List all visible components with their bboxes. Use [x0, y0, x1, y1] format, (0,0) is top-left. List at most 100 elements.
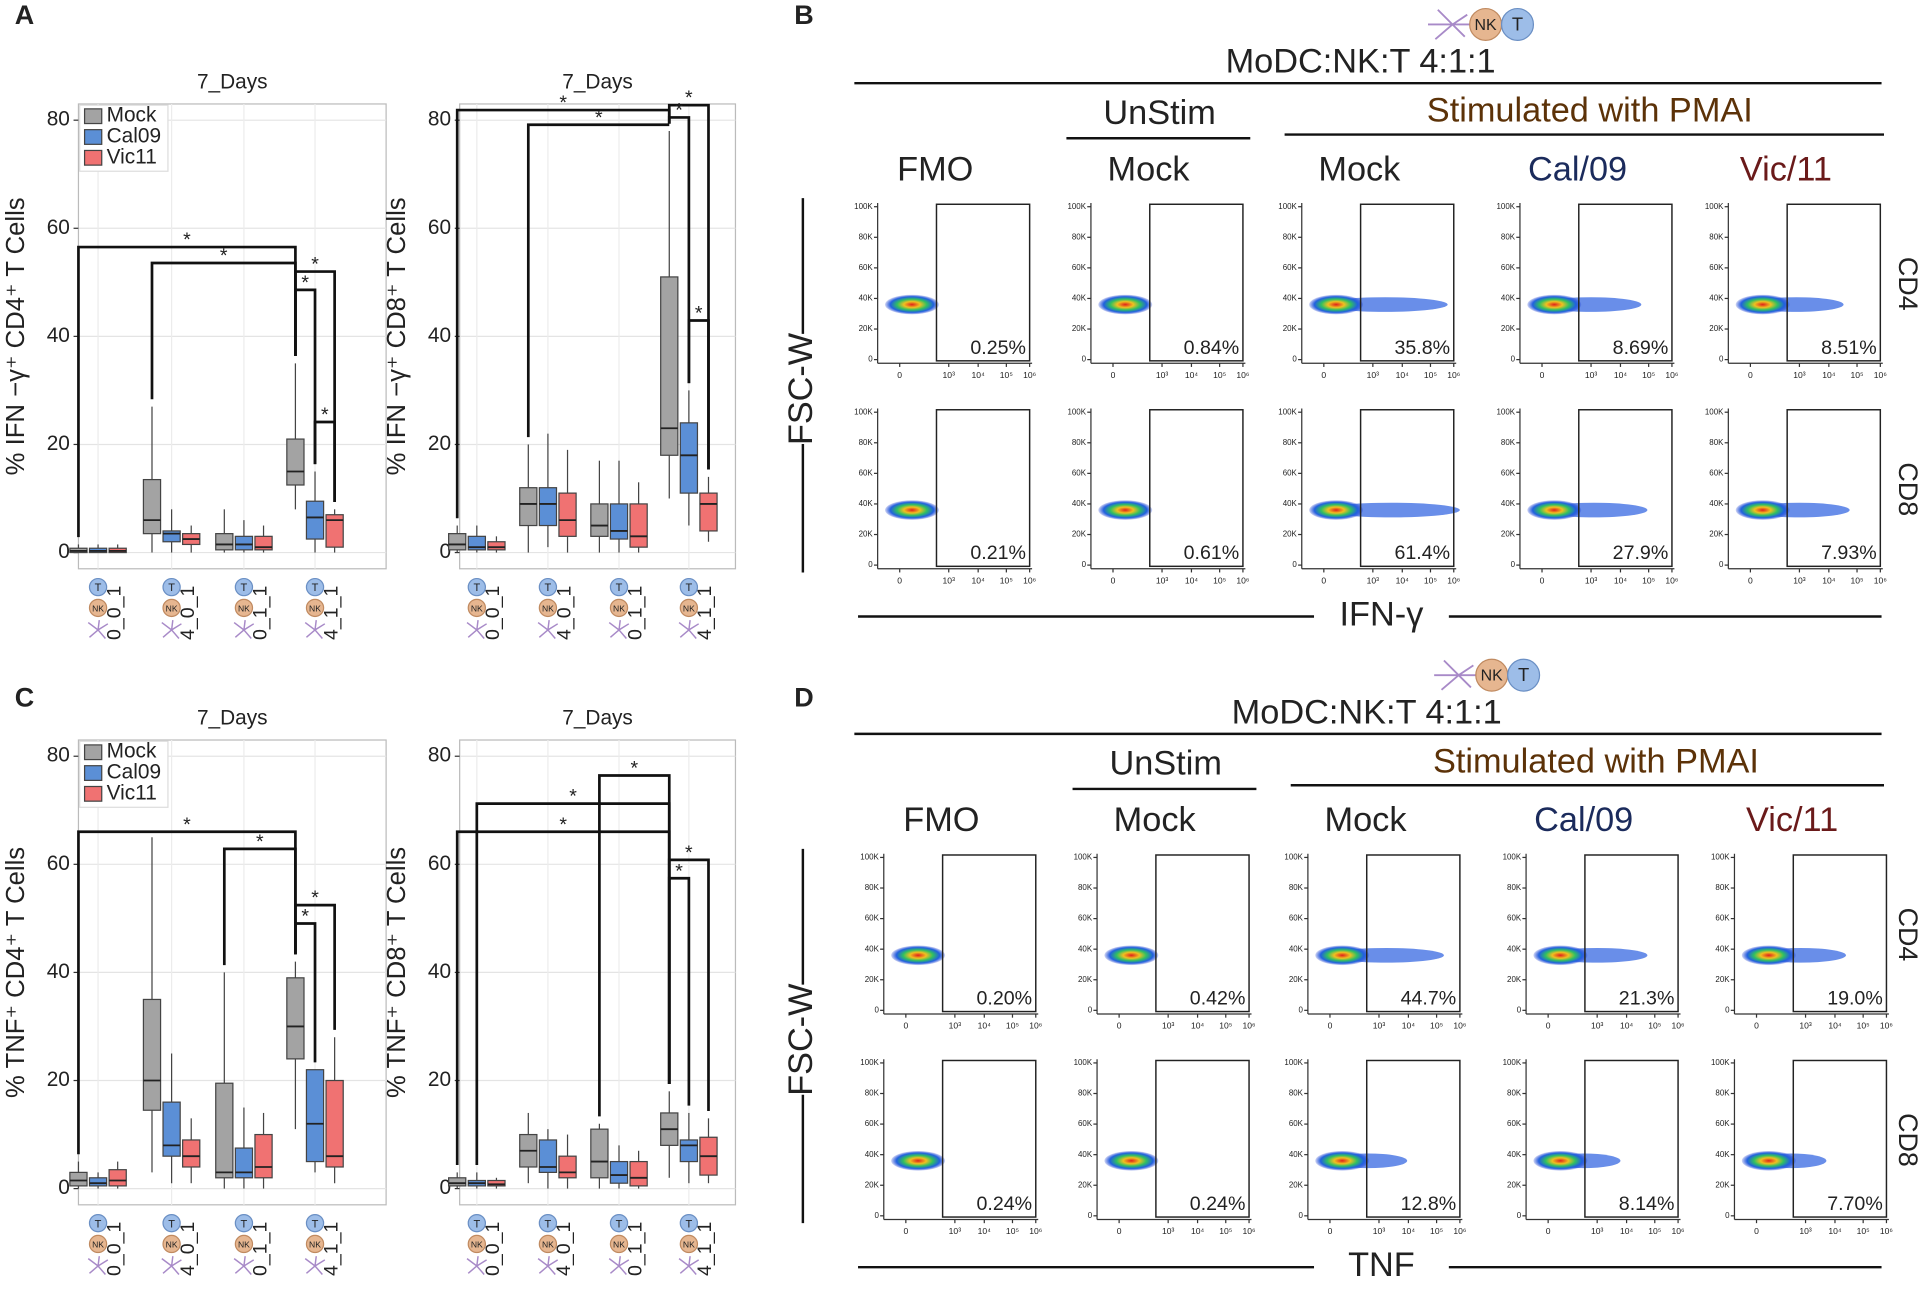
flow-x-tick-label: 10⁵	[1857, 1021, 1871, 1031]
icon-nk-label: NK	[92, 603, 104, 613]
flow-x-tick-label: 10⁴	[1828, 1226, 1842, 1236]
flow-x-tick-label: 10⁵	[1857, 1226, 1871, 1236]
box	[558, 492, 577, 537]
flow-y-tick-label: 0	[868, 355, 873, 364]
box	[182, 1139, 201, 1168]
flow-y-tick-label: 100K	[1503, 853, 1522, 862]
flow-y-tick-label: 20K	[1283, 530, 1298, 539]
flow-x-tick-label: 10³	[1793, 575, 1806, 585]
icon-t-label: T	[168, 1218, 175, 1230]
x-tick-label: 4_1_1	[694, 1222, 716, 1276]
icon-nk-label: NK	[613, 603, 625, 613]
flow-x-tick-label: 10⁵	[1219, 1021, 1233, 1031]
flow-x-tick-label: 10⁵	[1213, 370, 1227, 380]
y-tick-label: 80	[428, 744, 451, 767]
icon-dc	[87, 620, 109, 639]
density-core	[1104, 945, 1159, 966]
flow-y-tick-label: 20K	[1072, 324, 1087, 333]
flow-y-tick-label: 60K	[1715, 1119, 1730, 1128]
box	[448, 1177, 467, 1187]
icon-dc	[304, 1256, 326, 1276]
flow-y-tick-label: 80K	[1715, 1089, 1730, 1098]
flow-x-tick-label: 10⁶	[1672, 1021, 1686, 1031]
icon-t-label: T	[686, 1218, 693, 1230]
y-tick-label: 0	[439, 540, 451, 563]
flow-y-tick-label: 80K	[1078, 883, 1093, 892]
significance-bracket	[294, 922, 317, 1063]
box	[286, 977, 305, 1060]
icon-nk	[88, 598, 108, 618]
legend-swatch	[83, 129, 103, 145]
panel-letter: C	[15, 683, 34, 713]
flow-x-tick-label: 10⁶	[1447, 370, 1461, 380]
icon-nk-label: NK	[166, 603, 178, 613]
icon-nk-label: NK	[92, 1239, 104, 1249]
flow-y-tick-label: 40K	[1078, 1150, 1093, 1159]
y-tick-label: 60	[47, 216, 70, 239]
flow-y-tick-label: 80K	[1507, 883, 1522, 892]
flow-x-tick-label: 0	[1546, 1021, 1551, 1031]
flow-y-tick-label: 80K	[865, 1089, 880, 1098]
flow-x-tick-label: 10⁴	[1402, 1226, 1416, 1236]
flow-y-tick-label: 0	[1725, 1005, 1730, 1014]
flow-y-tick-label: 0	[1511, 560, 1516, 569]
flow-x-tick-label: 10⁶	[1880, 1021, 1894, 1031]
flow-y-tick-label: 20K	[1507, 975, 1522, 984]
flow-y-tick-label: 80K	[1283, 232, 1298, 241]
flow-y-tick-label: 80K	[1289, 1089, 1304, 1098]
flow-y-tick-label: 80K	[1072, 438, 1087, 447]
density-core	[1104, 1150, 1159, 1171]
y-axis-label: FSC-W	[782, 332, 820, 445]
flow-x-tick-label: 10³	[1367, 575, 1380, 585]
flow-x-tick-label: 10⁵	[1850, 575, 1864, 585]
gate-percent: 21.3%	[1619, 988, 1675, 1010]
icon-nk	[679, 1234, 699, 1254]
significance-star: *	[631, 758, 639, 780]
icon-nk-label: NK	[542, 603, 554, 613]
gate	[1792, 1059, 1888, 1218]
flow-x-tick-label: 10⁵	[1000, 575, 1014, 585]
y-tick-label: 0	[439, 1176, 451, 1199]
box	[679, 1139, 699, 1163]
flow-y-tick-label: 40K	[1709, 294, 1724, 303]
flow-x-tick-label: 10⁴	[1191, 1226, 1205, 1236]
icon-dc	[233, 1256, 255, 1276]
icon-nk-label: NK	[542, 1239, 554, 1249]
gate	[941, 854, 1037, 1013]
flow-x-tick-label: 10⁵	[1006, 1226, 1020, 1236]
icon-t-label: T	[686, 582, 693, 594]
column-label: Mock	[1318, 150, 1401, 188]
flow-y-tick-label: 0	[1082, 560, 1087, 569]
gate-percent: 44.7%	[1401, 988, 1457, 1010]
box	[519, 487, 538, 527]
flow-y-tick-label: 60K	[1501, 263, 1516, 272]
flow-y-tick-label: 0	[868, 560, 873, 569]
flow-y-tick-label: 100K	[1067, 202, 1086, 211]
flow-y-tick-label: 60K	[1501, 468, 1516, 477]
flow-x-tick-label: 0	[897, 370, 902, 380]
gate-percent: 0.24%	[1190, 1193, 1246, 1215]
ratio-label: MoDC:NK:T 4:1:1	[1226, 43, 1496, 81]
y-tick-label: 60	[428, 216, 451, 239]
flow-y-tick-label: 20K	[1501, 530, 1516, 539]
flow-y-tick-label: 100K	[854, 407, 873, 416]
box	[69, 1171, 88, 1187]
flow-x-tick-label: 10³	[1585, 575, 1598, 585]
density-core	[1533, 1150, 1588, 1171]
x-axis-label: IFN-γ	[1340, 596, 1425, 634]
icon-t	[679, 577, 699, 597]
row-label: CD8	[1893, 462, 1922, 516]
legend-swatch	[83, 744, 103, 761]
icon-t-label: T	[473, 1218, 480, 1230]
icon-t	[467, 1213, 487, 1233]
flow-x-tick-label: 10⁴	[1822, 575, 1836, 585]
legend-swatch	[83, 108, 103, 125]
box	[558, 1155, 577, 1179]
y-axis-label: % IFN −γ⁺ CD4⁺ T Cells	[2, 197, 30, 475]
icon-dc	[678, 620, 700, 639]
gate	[1149, 203, 1244, 362]
icon-t	[538, 1213, 558, 1233]
icon-t-label: T	[473, 582, 480, 594]
box	[142, 478, 162, 535]
column-label: Mock	[1114, 801, 1197, 839]
